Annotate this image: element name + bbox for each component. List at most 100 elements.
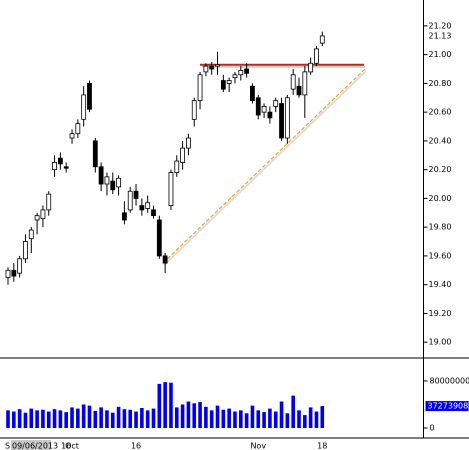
volume-bar — [145, 410, 150, 428]
y-tick-label: 19.40 — [429, 280, 452, 289]
volume-bar — [157, 383, 162, 428]
volume-bar — [46, 411, 51, 428]
volume-bar — [314, 411, 319, 428]
y-tick-label: 0 — [430, 424, 435, 433]
y-tick-label: 19.60 — [429, 251, 452, 260]
cursor-label: 09/06/2013 — [12, 442, 58, 450]
y-tick-label: 20.60 — [429, 108, 452, 117]
candle-body — [127, 190, 133, 211]
volume-bar — [239, 410, 243, 428]
support-line-shadow — [163, 70, 367, 266]
candle-body — [151, 209, 156, 217]
candle-body — [215, 64, 220, 67]
price-marker-label: 21.13 — [429, 31, 452, 40]
volume-bar — [273, 411, 278, 428]
value-marker-box — [425, 401, 469, 412]
volume-bar — [29, 408, 34, 428]
y-tick-label: 19.00 — [429, 338, 452, 347]
y-tick-label: 80000000 — [430, 376, 469, 385]
volume-bar — [140, 408, 144, 428]
candle-body — [180, 147, 186, 163]
candle-body — [5, 269, 11, 278]
volume-bar — [41, 409, 45, 428]
x-tick-label: Nov — [250, 442, 266, 450]
y-tick-label: 19.80 — [429, 223, 452, 232]
volume-bar — [250, 405, 255, 428]
candle-body — [197, 74, 203, 102]
volume-bar — [87, 405, 92, 428]
candle-body — [92, 140, 98, 168]
candle-body — [273, 100, 279, 107]
volume-bar — [233, 411, 237, 428]
y-tick-label: 19.20 — [429, 309, 452, 318]
candle-body — [296, 85, 302, 96]
volume-bar — [215, 405, 220, 428]
volume-bar — [163, 382, 167, 428]
candle-body — [238, 70, 244, 76]
volume-bar — [186, 401, 191, 428]
y-tick-label: 20.40 — [429, 136, 452, 145]
candle-body — [220, 80, 226, 90]
volume-bar — [303, 415, 307, 428]
volume-bar — [52, 409, 57, 428]
volume-bar — [99, 407, 103, 428]
candle-body — [145, 202, 151, 209]
candle-body — [57, 157, 63, 165]
x-tick-label: 16 — [131, 442, 141, 450]
candle-body — [52, 162, 57, 171]
candle-body — [203, 65, 209, 73]
volume-bar — [116, 406, 121, 428]
volume-bar — [6, 410, 10, 428]
candle-body — [69, 133, 75, 139]
candle-body — [122, 212, 127, 221]
candle-body — [23, 241, 28, 260]
candle-body — [255, 97, 261, 116]
x-tick-label: 16 — [61, 442, 71, 450]
volume-bar — [268, 408, 272, 428]
volume-bar — [209, 410, 214, 428]
candle-body — [139, 205, 145, 211]
y-tick-label: 21.00 — [429, 50, 452, 59]
volume-bar — [285, 413, 290, 428]
candle-body — [110, 180, 116, 191]
candle-body — [133, 190, 139, 199]
volume-bar — [134, 411, 138, 428]
y-tick-label: 20.00 — [429, 194, 452, 203]
candle-body — [186, 137, 191, 149]
volume-bar — [256, 410, 261, 428]
candle-body — [267, 111, 273, 119]
y-tick-label: 20.80 — [429, 79, 452, 88]
x-tick-label: 18 — [317, 442, 327, 450]
candle-body — [279, 103, 284, 139]
candle-body — [226, 80, 232, 84]
candle-body — [34, 215, 40, 221]
candle-body — [40, 209, 46, 219]
candle-body — [11, 269, 17, 277]
candle-body — [191, 100, 197, 120]
candle-body — [250, 85, 255, 102]
y-tick-label: 20.20 — [429, 165, 452, 174]
volume-bar — [221, 409, 226, 428]
candle-body — [174, 160, 180, 173]
volume-bar — [76, 408, 80, 428]
volume-bar — [128, 409, 133, 428]
candle-body — [17, 258, 23, 274]
candle-body — [232, 74, 238, 79]
candle-body — [104, 176, 110, 185]
volume-bar — [23, 412, 28, 428]
volume-bar — [58, 410, 63, 428]
candle-body — [116, 177, 121, 188]
candle-body — [63, 166, 69, 169]
y-tick-label: 21.20 — [429, 21, 452, 30]
volume-bar — [180, 404, 185, 428]
candle-body — [244, 68, 250, 74]
volume-bar — [279, 401, 284, 428]
candle-body — [81, 94, 87, 120]
volume-bar — [291, 395, 295, 428]
candle-body — [319, 35, 325, 44]
volume-bar — [17, 409, 22, 428]
volume-bar — [93, 410, 98, 428]
candle-body — [28, 229, 34, 240]
candle-body — [162, 255, 168, 264]
volume-bar — [64, 412, 68, 428]
